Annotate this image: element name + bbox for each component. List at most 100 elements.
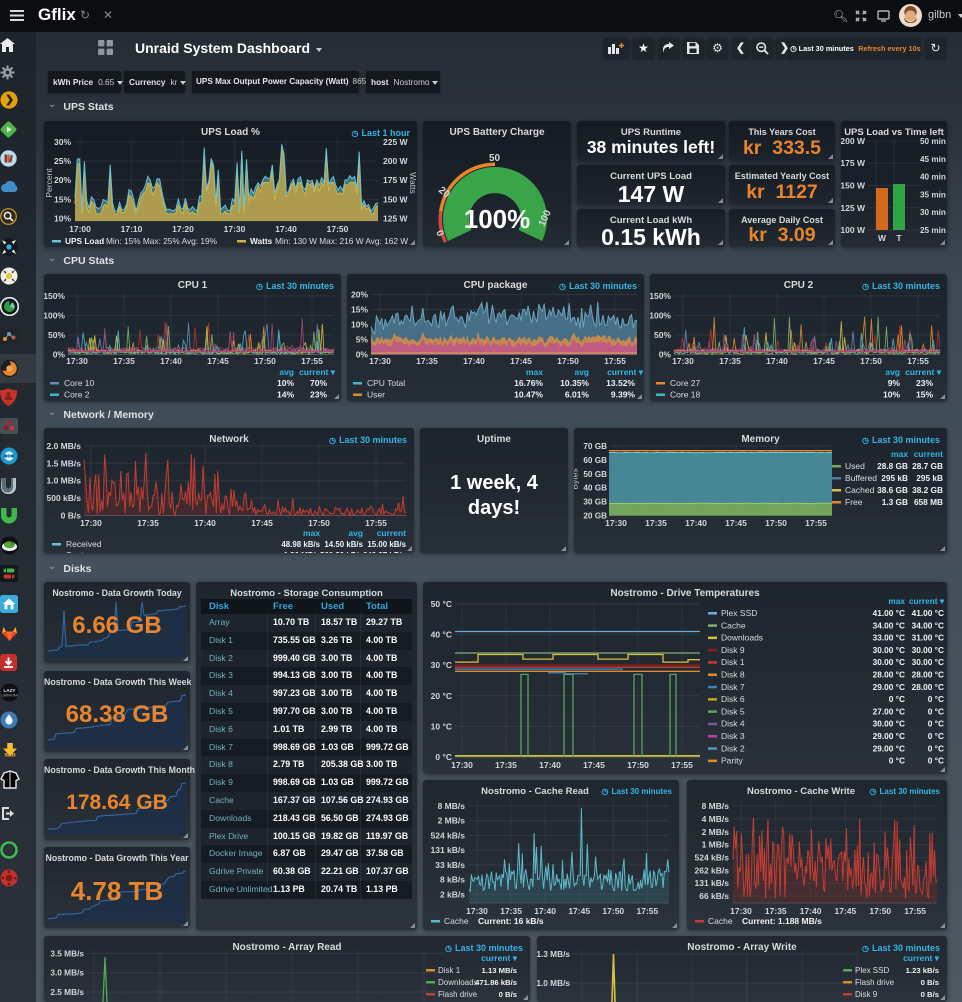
svg-text:0%: 0% [659, 350, 672, 360]
svg-text:current: current [377, 528, 406, 538]
svg-text:10%: 10% [277, 378, 294, 388]
svg-text:41.00 °C: 41.00 °C [873, 608, 905, 618]
svg-text:31.00 °C: 31.00 °C [912, 633, 944, 643]
svg-text:0 °C: 0 °C [889, 756, 905, 766]
svg-text:17:30: 17:30 [369, 356, 391, 366]
svg-text:125 W: 125 W [841, 203, 866, 213]
svg-text:100 W: 100 W [841, 225, 866, 235]
svg-text:2 MB/s: 2 MB/s [702, 827, 730, 837]
svg-text:Core 10: Core 10 [64, 378, 95, 388]
svg-text:17:35: 17:35 [416, 356, 438, 366]
svg-text:17:45: 17:45 [568, 906, 590, 916]
svg-text:Cache: Cache [721, 620, 746, 630]
svg-text:0 °C: 0 °C [889, 694, 905, 704]
svg-text:0%: 0% [53, 350, 66, 360]
svg-text:175 W: 175 W [841, 158, 866, 168]
svg-text:17:45: 17:45 [835, 906, 857, 916]
svg-text:avg: avg [574, 367, 589, 377]
svg-text:LAZY: LAZY [4, 688, 16, 693]
svg-text:17:10: 17:10 [121, 224, 143, 234]
svg-text:38.6 GB: 38.6 GB [877, 485, 908, 495]
svg-text:17:45: 17:45 [583, 760, 605, 770]
svg-text:658 MB: 658 MB [914, 497, 943, 507]
svg-text:10%: 10% [883, 390, 900, 400]
svg-text:17:40: 17:40 [800, 906, 822, 916]
svg-text:30 °C: 30 °C [431, 660, 452, 670]
svg-text:17:40: 17:40 [463, 356, 485, 366]
svg-text:150%: 150% [650, 291, 671, 301]
svg-text:sab: sab [4, 752, 15, 759]
svg-text:150%: 150% [44, 291, 65, 301]
svg-text:1 MB/s: 1 MB/s [702, 840, 730, 850]
svg-text:Free: Free [845, 497, 863, 507]
svg-text:1.3 GB: 1.3 GB [882, 497, 908, 507]
svg-text:10 °C: 10 °C [431, 721, 452, 731]
svg-text:max: max [891, 449, 908, 459]
svg-text:1.23 kB/s: 1.23 kB/s [906, 966, 939, 975]
svg-text:0 °C: 0 °C [928, 756, 944, 766]
svg-text:Used: Used [845, 461, 865, 471]
svg-text:38.2 GB: 38.2 GB [912, 485, 943, 495]
svg-text:17:00: 17:00 [69, 224, 91, 234]
svg-text:60 GB: 60 GB [583, 456, 607, 465]
svg-text:30%: 30% [54, 137, 71, 147]
svg-text:16.76%: 16.76% [514, 378, 543, 388]
svg-text:Disk 3: Disk 3 [721, 731, 745, 741]
svg-text:17:40: 17:40 [160, 356, 182, 366]
svg-text:25 min: 25 min [920, 226, 946, 235]
svg-text:17:35: 17:35 [719, 356, 741, 366]
svg-text:175 W: 175 W [383, 175, 409, 185]
svg-text:Disk 7: Disk 7 [721, 682, 745, 692]
svg-text:17:40: 17:40 [685, 518, 707, 528]
svg-text:Disk 8: Disk 8 [721, 670, 745, 680]
svg-text:14.50 kB/s: 14.50 kB/s [324, 540, 363, 549]
svg-text:avg: avg [348, 528, 363, 538]
svg-text:10.47%: 10.47% [514, 390, 543, 400]
svg-text:30.00 °C: 30.00 °C [873, 719, 905, 729]
svg-text:Disk 9: Disk 9 [721, 645, 745, 655]
svg-text:Current: 1.188 MB/s: Current: 1.188 MB/s [742, 916, 822, 926]
svg-text:17:45: 17:45 [251, 518, 273, 528]
svg-text:40 min: 40 min [920, 173, 946, 182]
svg-text:30.00 °C: 30.00 °C [873, 645, 905, 655]
svg-text:8 kB/s: 8 kB/s [440, 875, 465, 885]
svg-text:17:50: 17:50 [602, 906, 624, 916]
svg-text:17:30: 17:30 [66, 356, 88, 366]
svg-text:Flash drive: Flash drive [855, 978, 895, 987]
svg-text:current ▾: current ▾ [903, 953, 940, 963]
svg-text:Cache: Cache [444, 916, 469, 926]
svg-text:0 °C: 0 °C [928, 694, 944, 704]
svg-text:4 MB/s: 4 MB/s [702, 814, 730, 824]
svg-text:Buffered: Buffered [845, 473, 877, 483]
svg-text:8 MB/s: 8 MB/s [702, 801, 730, 811]
svg-text:17:35: 17:35 [765, 906, 787, 916]
svg-text:current ▾: current ▾ [607, 367, 644, 377]
svg-text:Min: 130 W Max: 216 W Avg: 162: Min: 130 W Max: 216 W Avg: 162 W [275, 236, 408, 246]
svg-text:17:50: 17:50 [327, 224, 349, 234]
svg-text:0 B/s: 0 B/s [61, 511, 82, 521]
svg-text:17:40: 17:40 [539, 760, 561, 770]
svg-text:20 GB: 20 GB [583, 512, 607, 521]
svg-text:6.01%: 6.01% [565, 390, 590, 400]
svg-text:5%: 5% [356, 335, 369, 345]
svg-text:17:55: 17:55 [671, 760, 693, 770]
svg-text:T: T [896, 233, 902, 243]
svg-text:0 B/s: 0 B/s [499, 990, 517, 999]
svg-text:Plex SSD: Plex SSD [855, 966, 889, 975]
svg-text:17:40: 17:40 [766, 356, 788, 366]
svg-text:41.00 °C: 41.00 °C [912, 608, 944, 618]
svg-text:35 min: 35 min [920, 190, 946, 199]
svg-text:20 °C: 20 °C [431, 691, 452, 701]
svg-text:17:45: 17:45 [725, 518, 747, 528]
svg-text:Core 18: Core 18 [670, 390, 701, 400]
svg-text:17:55: 17:55 [604, 356, 626, 366]
svg-text:40 GB: 40 GB [583, 484, 607, 493]
svg-text:28.00 °C: 28.00 °C [912, 670, 944, 680]
svg-text:20%: 20% [351, 290, 368, 300]
svg-text:15%: 15% [351, 305, 368, 315]
svg-text:Percent: Percent [44, 168, 54, 198]
svg-text:17:45: 17:45 [813, 356, 835, 366]
svg-text:1.3 MB/s: 1.3 MB/s [537, 949, 570, 959]
svg-text:Flash drive: Flash drive [438, 990, 478, 999]
svg-text:17:45: 17:45 [510, 356, 532, 366]
